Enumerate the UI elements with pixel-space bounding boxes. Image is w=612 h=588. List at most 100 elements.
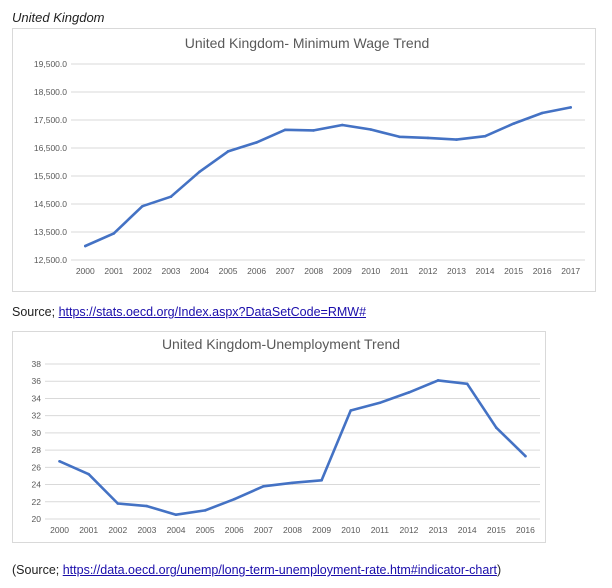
data-point xyxy=(426,136,430,140)
x-tick-label: 2007 xyxy=(276,266,295,276)
x-tick-label: 2003 xyxy=(137,525,156,535)
x-tick-label: 2001 xyxy=(104,266,123,276)
x-tick-label: 2008 xyxy=(304,266,323,276)
source-suffix-2: ) xyxy=(496,563,502,577)
data-point xyxy=(112,232,116,235)
x-tick-label: 2015 xyxy=(504,266,523,276)
x-tick-label: 2014 xyxy=(458,525,477,535)
chart-title: United Kingdom-Unemployment Trend xyxy=(162,336,400,352)
data-point xyxy=(116,502,120,505)
source-note-2: (Source; https://data.oecd.org/unemp/lon… xyxy=(12,563,501,577)
data-point xyxy=(495,426,498,430)
y-tick-label: 24 xyxy=(32,480,42,490)
data-point xyxy=(262,484,265,488)
data-point xyxy=(283,128,287,132)
page-heading: United Kingdom xyxy=(12,10,105,25)
x-tick-label: 2004 xyxy=(190,266,209,276)
x-tick-label: 2016 xyxy=(533,266,552,276)
data-point xyxy=(398,135,401,139)
x-tick-label: 2009 xyxy=(312,525,331,535)
x-tick-label: 2000 xyxy=(50,525,69,535)
y-tick-label: 12,500.0 xyxy=(34,255,67,265)
unemployment-chart: United Kingdom-Unemployment Trend 20 22 24 2… xyxy=(12,331,546,543)
x-tick-label: 2004 xyxy=(167,525,186,535)
data-point xyxy=(349,409,353,412)
series-line xyxy=(58,379,527,516)
y-tick-label: 22 xyxy=(32,497,42,507)
series-line xyxy=(84,106,573,248)
x-tick-label: 2006 xyxy=(225,525,244,535)
x-tick-label: 2005 xyxy=(219,266,238,276)
data-point xyxy=(312,129,316,132)
data-point xyxy=(465,382,469,386)
data-point xyxy=(369,128,373,131)
x-tick-label: 2010 xyxy=(341,525,360,535)
data-point xyxy=(226,150,230,153)
data-point xyxy=(141,204,144,208)
data-point xyxy=(169,195,173,199)
data-point xyxy=(436,379,440,382)
x-tick-label: 2015 xyxy=(487,525,506,535)
data-point xyxy=(455,138,458,141)
minimum-wage-chart: United Kingdom- Minimum Wage Trend 12,500… xyxy=(12,28,596,292)
x-tick-label: 2000 xyxy=(76,266,95,276)
x-tick-label: 2012 xyxy=(418,266,437,276)
chart-title: United Kingdom- Minimum Wage Trend xyxy=(185,35,430,51)
x-tick-label: 2008 xyxy=(283,525,302,535)
y-tick-label: 18,500.0 xyxy=(34,87,67,97)
y-tick-label: 26 xyxy=(32,462,42,472)
y-tick-label: 17,500.0 xyxy=(34,115,67,125)
y-tick-label: 38 xyxy=(32,359,42,369)
data-point xyxy=(540,111,544,115)
y-tick-label: 34 xyxy=(32,393,42,403)
data-point xyxy=(483,134,487,138)
data-point xyxy=(174,513,178,516)
y-tick-label: 30 xyxy=(32,428,42,438)
minimum-wage-chart-svg: United Kingdom- Minimum Wage Trend 12,500… xyxy=(34,35,585,276)
y-tick-label: 19,500.0 xyxy=(34,59,67,69)
x-tick-label: 2011 xyxy=(371,525,390,535)
x-tick-label: 2011 xyxy=(390,266,409,276)
x-tick-label: 2013 xyxy=(447,266,466,276)
data-point xyxy=(407,391,411,394)
x-tick-label: 2017 xyxy=(561,266,580,276)
data-point xyxy=(569,106,573,109)
x-tick-label: 2016 xyxy=(516,525,535,535)
y-tick-label: 15,500.0 xyxy=(34,171,67,181)
x-tick-label: 2005 xyxy=(196,525,215,535)
unemployment-chart-svg: United Kingdom-Unemployment Trend 20 22 24 2… xyxy=(32,336,540,535)
y-tick-label: 36 xyxy=(32,376,42,386)
data-point xyxy=(255,141,258,144)
x-tick-label: 2014 xyxy=(476,266,495,276)
data-point xyxy=(87,472,90,476)
x-tick-label: 2003 xyxy=(161,266,180,276)
data-point xyxy=(340,123,344,127)
x-tick-label: 2006 xyxy=(247,266,266,276)
y-tick-label: 32 xyxy=(32,411,42,421)
data-point xyxy=(291,481,294,485)
data-point xyxy=(524,454,527,458)
x-tick-label: 2001 xyxy=(79,525,98,535)
y-tick-label: 20 xyxy=(32,514,42,524)
x-tick-label: 2007 xyxy=(254,525,273,535)
data-point xyxy=(83,244,87,248)
y-tick-label: 13,500.0 xyxy=(34,227,67,237)
data-point xyxy=(320,478,323,482)
data-point xyxy=(512,122,515,125)
x-tick-label: 2012 xyxy=(400,525,419,535)
x-tick-label: 2013 xyxy=(429,525,448,535)
source-prefix-2: (Source; xyxy=(12,563,63,577)
data-point xyxy=(145,504,149,508)
x-tick-label: 2002 xyxy=(133,266,152,276)
x-tick-label: 2002 xyxy=(108,525,127,535)
source-note-1: Source; https://stats.oecd.org/Index.asp… xyxy=(12,305,366,319)
source-prefix-1: Source; xyxy=(12,305,59,319)
y-tick-label: 14,500.0 xyxy=(34,199,67,209)
data-point xyxy=(203,509,207,512)
data-point xyxy=(58,460,61,463)
data-point xyxy=(198,170,201,174)
source-link-2[interactable]: https://data.oecd.org/unemp/long-term-un… xyxy=(62,563,497,577)
data-point xyxy=(378,401,382,405)
x-tick-label: 2010 xyxy=(361,266,380,276)
source-link-1[interactable]: https://stats.oecd.org/Index.aspx?DataSe… xyxy=(58,305,367,319)
